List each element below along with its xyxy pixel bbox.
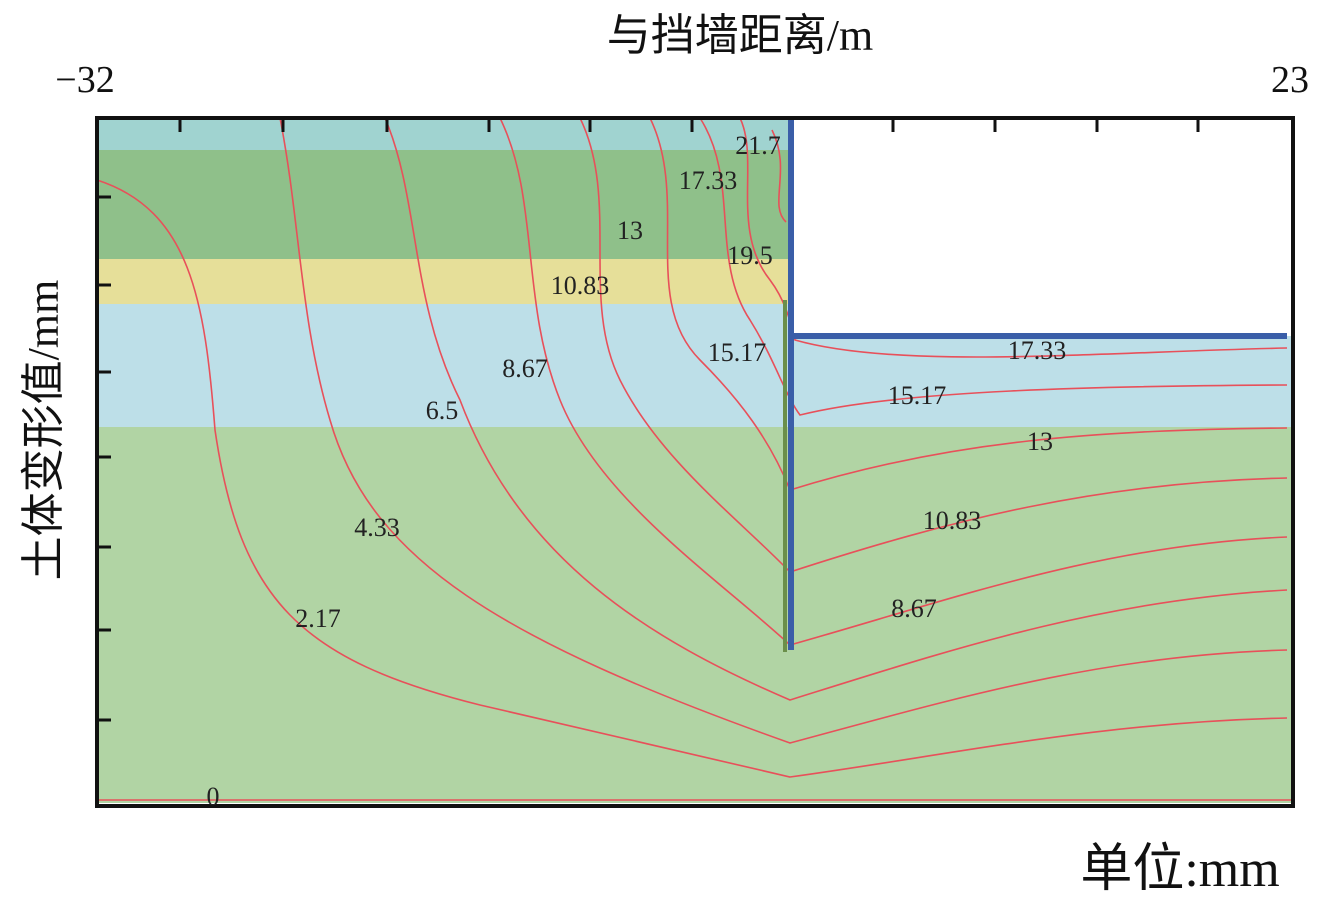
contour-label: 17.33 <box>1008 336 1067 365</box>
contour-line <box>771 129 787 223</box>
contour-label: 4.33 <box>354 513 400 542</box>
contour-line <box>384 117 1288 701</box>
frame <box>95 116 1295 808</box>
x-right-end: 23 <box>1271 59 1309 101</box>
contour-label: 13 <box>1027 427 1053 456</box>
contour-line <box>579 117 1288 573</box>
layer-5 <box>97 427 1293 803</box>
soil-layers <box>97 118 1293 803</box>
contour-line <box>739 117 1288 358</box>
contour-label: 8.67 <box>502 354 548 383</box>
contour-label: 19.5 <box>727 241 773 270</box>
contour-label: 2.17 <box>295 604 341 633</box>
contour-label: 0 <box>207 782 220 811</box>
retaining-wall <box>783 118 1287 652</box>
x-left-end: −32 <box>55 59 114 101</box>
contour-line <box>499 117 1288 646</box>
contour-label: 13 <box>617 216 643 245</box>
contour-label: 8.67 <box>891 594 937 623</box>
contour-label: 15.17 <box>888 381 947 410</box>
contour-labels: 21.7 17.33 13 19.5 10.83 15.17 8.67 6.5 4.33 2.17… <box>207 131 1067 811</box>
y-label: 土体变形值/mm <box>19 280 68 581</box>
contour-line <box>649 117 1288 491</box>
contour-label: 17.33 <box>679 166 738 195</box>
contours <box>96 117 1293 801</box>
excavation <box>790 118 1293 336</box>
contour-line <box>96 179 1288 778</box>
contour-label: 10.83 <box>551 271 610 300</box>
contour-line <box>279 117 1288 744</box>
plot-frame <box>95 116 1295 808</box>
title: 与挡墙距离/m <box>607 11 873 60</box>
contour-label: 15.17 <box>708 338 767 367</box>
ticks <box>97 118 1200 722</box>
contour-label: 21.7 <box>735 131 781 160</box>
unit-label: 单位:mm <box>1080 841 1279 898</box>
contour-label: 10.83 <box>923 506 982 535</box>
contour-label: 6.5 <box>426 396 459 425</box>
